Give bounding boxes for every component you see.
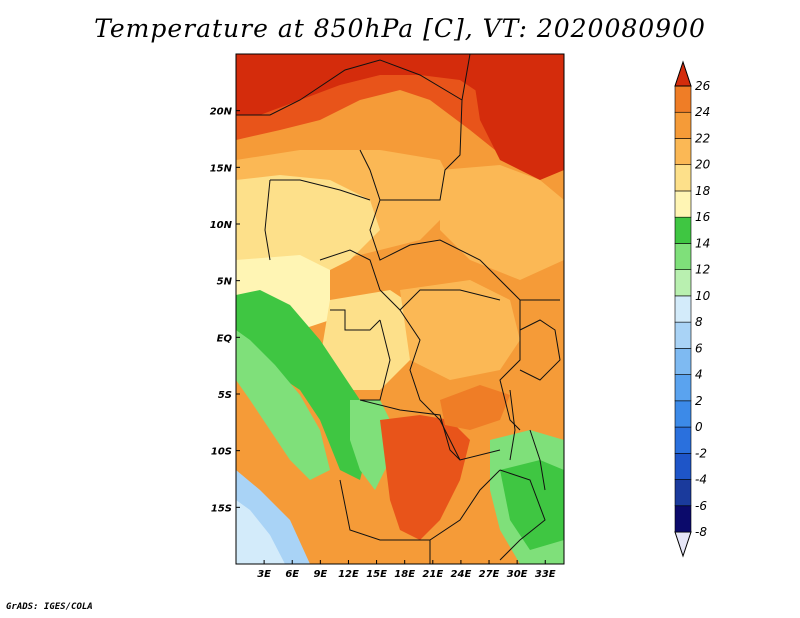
temperature-field (236, 54, 564, 564)
colorbar-segment (674, 85, 692, 113)
colorbar-label: 14 (695, 236, 710, 250)
country-borders (236, 54, 561, 564)
colorbar-label: 0 (695, 420, 703, 434)
y-tick-label: EQ (217, 333, 233, 344)
border-lake-victoria (519, 319, 561, 381)
colorbar-label: 18 (695, 184, 711, 198)
border-zimbabwe (499, 469, 546, 561)
colorbar-label: 22 (695, 131, 710, 145)
x-tick-label: 33E (535, 569, 556, 580)
x-tick-label: 27E (479, 569, 500, 580)
colorbar-label: -6 (695, 499, 707, 513)
colorbar-segment (674, 138, 692, 166)
border-congo (360, 319, 391, 401)
colorbar-segment (674, 348, 692, 375)
colorbar-segment (674, 243, 692, 270)
border-sahara (236, 54, 471, 116)
colorbar-label: 10 (695, 289, 711, 303)
colorbar-segment (674, 452, 692, 480)
x-tick-label: 21E (422, 569, 443, 580)
colorbar-segment (674, 505, 692, 533)
colorbar-segment (674, 400, 692, 428)
field-mild-east (440, 165, 564, 280)
colorbar-label: 6 (695, 341, 703, 355)
field-mild-congo (400, 280, 520, 380)
border-cameroon (319, 249, 501, 311)
x-tick-label: 24E (451, 569, 472, 580)
colorbar-label: 12 (695, 263, 710, 277)
colorbar-max-arrow (674, 60, 692, 87)
field-green-se (500, 460, 564, 550)
colorbar-segment (674, 374, 692, 402)
colorbar-label: -8 (695, 525, 707, 539)
map-title: Temperature at 850hPa [C], VT: 202008090… (94, 14, 706, 43)
y-tick-label: 15N (210, 163, 233, 174)
y-tick-label: 10S (211, 447, 232, 458)
border-chad (359, 99, 463, 201)
colorbar-label: 24 (695, 105, 710, 119)
map-frame (235, 53, 565, 565)
x-axis: 3E 6E 9E 12E 15E 18E 21E 24E 27E 30E 33E (257, 560, 556, 580)
colorbar-segment (674, 111, 692, 139)
x-tick-label: 3E (257, 569, 271, 580)
field-green-coast (236, 290, 370, 480)
colorbar-label: 8 (695, 315, 703, 329)
y-tick-label: 20N (210, 107, 233, 118)
border-lake-tanganyika (509, 389, 516, 461)
colorbar-label: -2 (695, 446, 707, 460)
colorbar-segment (674, 479, 692, 507)
footer-credit: GrADS: IGES/COLA (6, 602, 93, 612)
colorbar-label: 4 (695, 368, 703, 382)
colorbar-segment (674, 190, 692, 218)
colorbar-label: 2 (695, 394, 703, 408)
x-tick-label: 6E (285, 569, 299, 580)
x-tick-label: 18E (394, 569, 415, 580)
x-tick-label: 15E (366, 569, 387, 580)
y-tick-label: 5S (218, 390, 232, 401)
field-warm-tanzania (440, 385, 510, 430)
colorbar-label: -4 (695, 473, 707, 487)
colorbar-min-arrow (674, 531, 692, 558)
colorbar-label: 26 (695, 79, 711, 93)
border-gabon (330, 309, 381, 331)
colorbar-segment (674, 295, 692, 323)
x-tick-label: 30E (507, 569, 528, 580)
field-lightgreen-coast (236, 330, 330, 480)
colorbar-segment (674, 216, 692, 244)
border-malawi (529, 429, 546, 491)
border-drc-east (499, 300, 521, 431)
colorbar-segment (674, 426, 692, 454)
colorbar-label: 20 (695, 158, 711, 172)
y-tick-label: 10N (210, 220, 233, 231)
y-tick-label: 15S (211, 503, 232, 514)
border-niger-nigeria (270, 179, 371, 201)
y-tick-label: 5N (217, 277, 233, 288)
colorbar-segment (674, 164, 692, 192)
colorbar-label: 16 (695, 210, 711, 224)
border-benin (264, 179, 271, 261)
x-tick-label: 12E (338, 569, 359, 580)
field-very-hot-northeast (470, 54, 564, 180)
field-paleblue-sw (236, 500, 285, 564)
colorbar-segment (674, 321, 692, 349)
border-car (369, 199, 560, 301)
colorbar-segment (674, 269, 692, 297)
y-axis: 20N 15N 10N 5N EQ 5S 10S 15S (210, 107, 240, 514)
border-angola-zambia (359, 399, 501, 461)
field-hot-southcentral (380, 415, 470, 540)
x-tick-label: 9E (313, 569, 327, 580)
